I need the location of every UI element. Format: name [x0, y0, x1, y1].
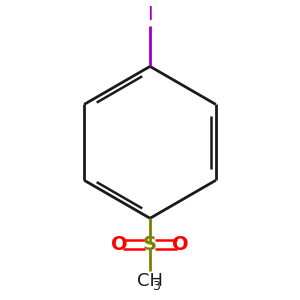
Text: O: O — [111, 235, 128, 254]
Text: CH: CH — [137, 272, 163, 290]
Text: 3: 3 — [152, 280, 160, 292]
Text: I: I — [147, 5, 153, 24]
Text: O: O — [172, 235, 189, 254]
Text: S: S — [143, 235, 157, 254]
